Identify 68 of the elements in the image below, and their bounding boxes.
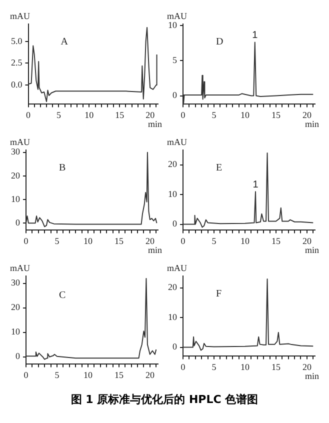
annotation: A [60,36,69,48]
x-tick-label: 0 [26,110,31,120]
x-tick-label: 10 [240,110,250,120]
y-tick-label: 20 [168,159,178,170]
x-axis-title: min [148,245,162,256]
y-tick-label: 0 [172,218,178,229]
y-tick-label: 30 [11,278,20,288]
annotation: F [216,288,222,300]
y-tick-label: 0 [172,342,178,352]
y-tick-label: 10 [11,194,20,204]
annotation: 1 [252,30,258,42]
x-tick-label: 0 [180,110,186,120]
x-tick-label: 20 [302,236,312,246]
y-axis-title: mAU [167,10,188,21]
y-tick-label: 2.5 [11,58,23,68]
y-axis-title: mAU [10,262,30,273]
x-axis-title: min [304,119,320,130]
x-tick-label: 10 [83,236,93,246]
x-tick-label: 20 [145,236,155,246]
x-tick-label: 5 [56,110,62,120]
x-tick-label: 20 [302,110,312,120]
annotation: D [216,36,224,48]
y-tick-label: 20 [168,282,178,292]
annotation: B [59,162,66,174]
x-tick-label: 20 [145,370,155,380]
y-tick-label: 10 [168,312,178,322]
y-tick-label: 0 [172,90,178,100]
y-tick-label: 10 [11,326,20,337]
y-tick-label: 30 [11,146,20,157]
y-tick-label: 20 [11,170,20,180]
x-tick-label: 10 [240,362,250,372]
x-tick-label: 10 [240,236,250,246]
x-tick-label: 5 [54,236,60,246]
text: 图 1 原标准与优化后的 HPLC 色谱图 [70,392,260,407]
x-tick-label: 15 [271,236,281,246]
y-tick-label: 0 [16,217,20,228]
y-tick-label: 5.0 [11,36,23,46]
annotation: E [216,162,222,174]
y-tick-label: 10 [168,20,178,30]
x-tick-label: 0 [180,236,186,246]
annotation: C [59,290,66,302]
y-tick-label: 0.0 [11,79,23,90]
y-axis-title: mAU [167,262,188,273]
x-tick-label: 15 [115,110,125,120]
y-tick-label: 0 [16,351,20,362]
y-axis-title: mAU [167,136,188,147]
y-tick-label: 5 [172,54,178,65]
x-axis-title: min [304,245,320,256]
x-tick-label: 15 [114,236,124,246]
annotation: 1 [252,179,259,190]
x-tick-label: 0 [180,362,186,372]
y-tick-label: 10 [168,188,178,199]
y-axis-title: mAU [10,136,30,147]
x-tick-label: 5 [54,370,60,380]
x-tick-label: 10 [84,110,94,120]
x-tick-label: 5 [212,236,217,246]
x-tick-label: 20 [146,110,156,120]
y-axis-title: mAU [10,10,30,21]
x-tick-label: 15 [271,110,281,120]
y-tick-label: 20 [11,302,20,312]
x-axis-title: min [304,371,320,382]
x-tick-label: 15 [271,362,281,372]
x-tick-label: 5 [212,110,217,120]
x-tick-label: 5 [212,362,217,372]
x-tick-label: 10 [83,370,93,380]
x-tick-label: 15 [114,370,124,380]
x-axis-title: min [148,119,162,130]
x-tick-label: 20 [302,362,312,372]
